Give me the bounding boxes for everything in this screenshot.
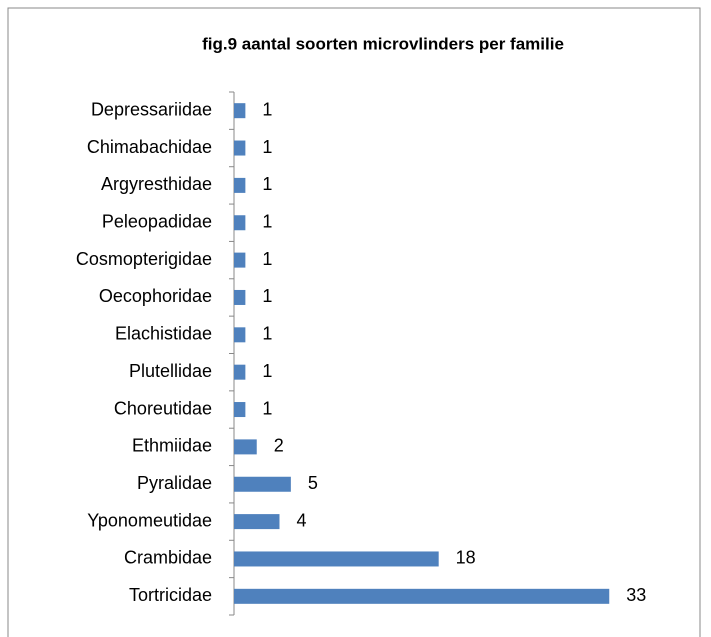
data-label: 5 xyxy=(308,473,318,493)
data-label: 1 xyxy=(262,249,272,269)
bar xyxy=(234,327,246,343)
y-tick-label: Elachistidae xyxy=(115,324,212,344)
data-label: 1 xyxy=(262,212,272,232)
data-label: 33 xyxy=(626,585,646,605)
bar xyxy=(234,514,280,530)
y-tick-label: Argyresthidae xyxy=(101,174,212,194)
bar xyxy=(234,551,439,567)
bar xyxy=(234,364,246,380)
bar xyxy=(234,140,246,156)
y-tick-label: Choreutidae xyxy=(114,398,212,418)
bar xyxy=(234,439,257,455)
data-label: 1 xyxy=(262,99,272,119)
data-label: 1 xyxy=(262,137,272,157)
data-label: 1 xyxy=(262,398,272,418)
data-label: 18 xyxy=(456,548,476,568)
bar xyxy=(234,252,246,268)
data-label: 1 xyxy=(262,361,272,381)
bar xyxy=(234,289,246,305)
bar xyxy=(234,177,246,193)
data-label: 1 xyxy=(262,286,272,306)
y-tick-label: Depressariidae xyxy=(91,99,212,119)
y-tick-label: Cosmopterigidae xyxy=(76,249,212,269)
data-label: 1 xyxy=(262,324,272,344)
y-tick-label: Peleopadidae xyxy=(102,212,212,232)
y-tick-label: Chimabachidae xyxy=(87,137,212,157)
bar xyxy=(234,588,610,604)
y-tick-label: Oecophoridae xyxy=(99,286,212,306)
chart-frame xyxy=(7,7,701,637)
data-label: 1 xyxy=(262,174,272,194)
bar xyxy=(234,103,246,119)
bar xyxy=(234,402,246,418)
chart-title: fig.9 aantal soorten microvlinders per f… xyxy=(202,34,564,53)
y-tick-label: Pyralidae xyxy=(137,473,212,493)
y-tick-label: Yponomeutidae xyxy=(87,510,212,530)
data-label: 4 xyxy=(296,510,306,530)
bar xyxy=(234,215,246,231)
bar xyxy=(234,476,291,492)
y-tick-label: Ethmiidae xyxy=(132,436,212,456)
y-tick-label: Crambidae xyxy=(124,548,212,568)
y-tick-label: Plutellidae xyxy=(129,361,212,381)
data-label: 2 xyxy=(274,436,284,456)
y-tick-label: Tortricidae xyxy=(129,585,212,605)
